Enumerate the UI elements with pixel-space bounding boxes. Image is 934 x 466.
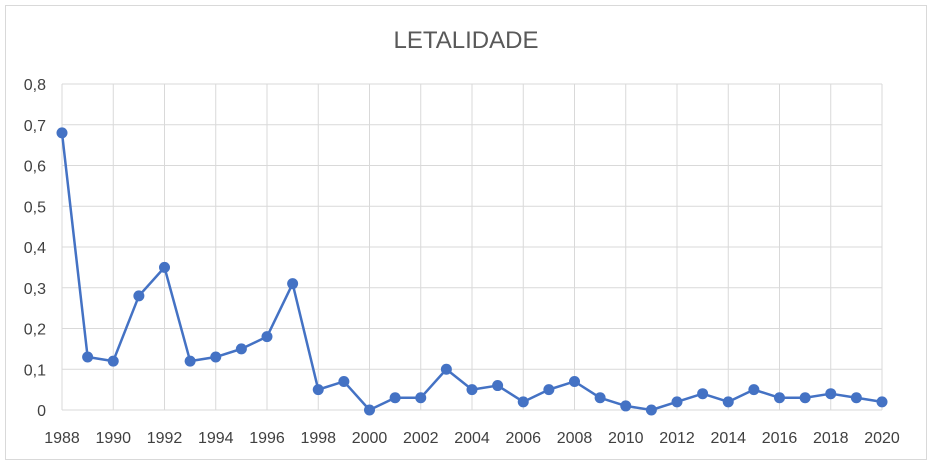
data-point: [82, 351, 94, 363]
data-point: [722, 396, 734, 408]
x-tick-label: 2006: [505, 430, 541, 447]
x-tick-label: 2014: [710, 430, 746, 447]
data-point: [210, 351, 222, 363]
x-tick-label: 2010: [608, 430, 644, 447]
y-tick-label: 0,8: [24, 77, 46, 94]
data-point: [543, 384, 555, 396]
x-tick-label: 2016: [762, 430, 798, 447]
data-point: [235, 343, 247, 355]
x-tick-label: 2002: [403, 430, 439, 447]
data-point: [876, 396, 888, 408]
x-tick-label: 1994: [198, 430, 234, 447]
x-tick-label: 2018: [813, 430, 849, 447]
x-tick-label: 2000: [352, 430, 388, 447]
data-point: [107, 355, 119, 367]
x-tick-label: 2004: [454, 430, 490, 447]
data-point: [261, 331, 273, 343]
data-point: [697, 388, 709, 400]
data-point: [312, 384, 324, 396]
data-point: [748, 384, 760, 396]
data-point: [389, 392, 401, 404]
x-tick-label: 1998: [300, 430, 336, 447]
data-point: [338, 375, 350, 387]
x-axis-ticks: 1988 1990 1992 1994 1996 1998 2000 2002 2004 2006…: [44, 430, 900, 447]
y-tick-label: 0,5: [24, 199, 46, 216]
data-point: [774, 392, 785, 404]
data-point: [569, 375, 580, 387]
y-axis-ticks: 0 0,1 0,2 0,3 0,4 0,5 0,6 0,7 0,8: [24, 77, 46, 420]
x-tick-label: 1988: [44, 430, 80, 447]
y-tick-label: 0,1: [24, 362, 46, 379]
data-point: [133, 290, 145, 302]
y-tick-label: 0,6: [24, 159, 46, 176]
x-tick-label: 1992: [147, 430, 183, 447]
data-point: [594, 392, 606, 404]
data-series: [56, 127, 888, 416]
data-point: [492, 380, 504, 392]
data-point: [850, 392, 862, 404]
data-point: [645, 404, 657, 416]
data-point: [364, 404, 375, 416]
data-point: [184, 355, 196, 367]
data-point: [159, 261, 170, 273]
y-tick-label: 0,7: [24, 118, 46, 135]
data-point: [620, 400, 632, 412]
x-tick-label: 1996: [249, 430, 285, 447]
y-tick-label: 0,2: [24, 322, 46, 339]
data-point: [466, 384, 478, 396]
x-tick-label: 1990: [95, 430, 131, 447]
x-tick-label: 2012: [659, 430, 695, 447]
data-point: [415, 392, 427, 404]
data-point: [287, 278, 299, 290]
x-tick-label: 2008: [557, 430, 593, 447]
data-point: [56, 127, 68, 139]
data-point: [517, 396, 529, 408]
data-point: [671, 396, 683, 408]
chart-title: LETALIDADE: [394, 27, 539, 54]
data-point: [799, 392, 811, 404]
data-point: [825, 388, 837, 400]
y-tick-label: 0,3: [24, 281, 46, 298]
y-tick-label: 0: [37, 403, 46, 420]
x-tick-label: 2020: [864, 430, 900, 447]
y-tick-label: 0,4: [24, 240, 46, 257]
data-point: [440, 363, 452, 375]
